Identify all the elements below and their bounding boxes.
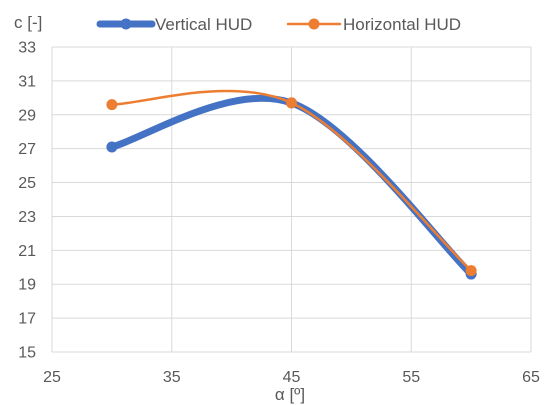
legend: Vertical HUD Horizontal HUD xyxy=(96,15,461,34)
grid xyxy=(51,46,532,353)
x-tick-labels: 25 35 45 55 65 xyxy=(43,369,540,386)
y-tick-label: 21 xyxy=(18,243,36,260)
y-tick-labels: 15 17 19 21 23 25 27 29 31 33 xyxy=(18,40,36,362)
x-tick-label: 25 xyxy=(43,369,61,386)
x-tick-label: 35 xyxy=(163,369,181,386)
legend-marker-horizontal-hud xyxy=(308,18,320,30)
y-tick-label: 15 xyxy=(18,345,36,362)
y-tick-label: 27 xyxy=(18,141,36,158)
series-lines xyxy=(106,89,477,280)
legend-marker-vertical-hud xyxy=(120,18,132,30)
y-axis-label: c [-] xyxy=(14,13,42,32)
legend-label-vertical-hud: Vertical HUD xyxy=(155,15,252,34)
legend-label-horizontal-hud: Horizontal HUD xyxy=(343,15,461,34)
x-axis-label: α [º] xyxy=(275,385,305,404)
y-tick-label: 19 xyxy=(18,277,36,294)
x-tick-label: 55 xyxy=(402,369,420,386)
y-tick-label: 23 xyxy=(18,209,36,226)
data-point-horizontal-hud xyxy=(465,265,477,277)
legend-item-horizontal-hud: Horizontal HUD xyxy=(286,15,461,34)
data-point-horizontal-hud xyxy=(286,97,297,109)
x-tick-label: 45 xyxy=(283,369,301,386)
y-tick-label: 17 xyxy=(18,311,36,328)
data-point-vertical-hud xyxy=(106,141,118,153)
x-tick-label: 65 xyxy=(522,369,540,386)
legend-item-vertical-hud: Vertical HUD xyxy=(96,15,252,34)
y-tick-label: 33 xyxy=(18,40,36,57)
y-tick-label: 31 xyxy=(18,73,36,90)
data-point-horizontal-hud xyxy=(106,99,118,111)
y-tick-label: 29 xyxy=(18,107,36,124)
y-tick-label: 25 xyxy=(18,175,36,192)
